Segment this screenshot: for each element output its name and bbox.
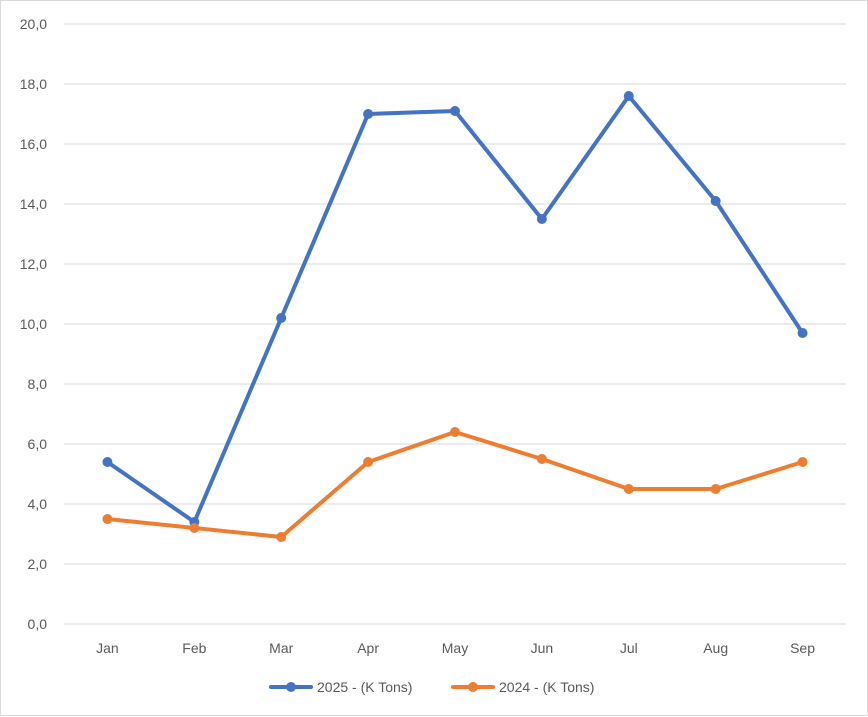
x-tick-label: Aug [703,640,728,656]
data-point [450,106,460,116]
data-point [536,214,547,224]
y-tick-label: 14,0 [20,196,47,212]
data-point [623,484,634,494]
legend-marker [286,682,296,692]
x-tick-label: Jan [96,640,119,656]
data-point [450,427,460,437]
y-tick-label: 8,0 [28,376,48,392]
x-tick-label: Jul [620,640,638,656]
data-point [276,313,287,323]
legend-item: 2024 - (K Tons) [451,679,594,695]
x-tick-label: Apr [357,640,379,656]
x-tick-label: Mar [269,640,293,656]
y-tick-label: 18,0 [20,76,47,92]
data-point [623,91,634,101]
x-tick-label: Feb [182,640,206,656]
x-tick-label: Jun [531,640,554,656]
series-2 [102,427,808,542]
x-tick-label: Sep [790,640,815,656]
x-tick-label: May [442,640,468,656]
x-axis-ticks: Jan Feb Mar Apr May Jun Jul Aug Sep [96,640,815,656]
series-lines [102,91,808,542]
legend-marker [468,682,478,692]
y-tick-label: 16,0 [20,136,47,152]
legend: 2025 - (K Tons) 2024 - (K Tons) [269,679,594,695]
data-point [363,109,374,119]
y-tick-label: 6,0 [28,436,48,452]
gridlines [64,23,846,625]
series-1 [102,91,808,527]
y-tick-label: 10,0 [20,316,47,332]
legend-item: 2025 - (K Tons) [269,679,412,695]
data-point [276,532,287,542]
legend-label: 2025 - (K Tons) [317,679,412,695]
data-point [797,328,808,338]
series-line [105,94,805,524]
y-tick-label: 12,0 [20,256,47,272]
y-tick-label: 4,0 [28,496,48,512]
data-point [189,523,200,533]
y-tick-label: 2,0 [28,556,48,572]
data-point [102,457,113,467]
y-tick-label: 0,0 [28,616,48,632]
data-point [363,457,374,467]
data-point [710,484,721,494]
y-axis-ticks: 0,0 2,0 4,0 6,0 8,0 10,0 12,0 14,0 16,0 18,0 20,0 [20,16,47,632]
data-point [536,454,547,464]
y-tick-label: 20,0 [20,16,47,32]
data-point [102,514,113,524]
data-point [797,457,808,467]
legend-label: 2024 - (K Tons) [499,679,594,695]
data-point [710,196,721,206]
